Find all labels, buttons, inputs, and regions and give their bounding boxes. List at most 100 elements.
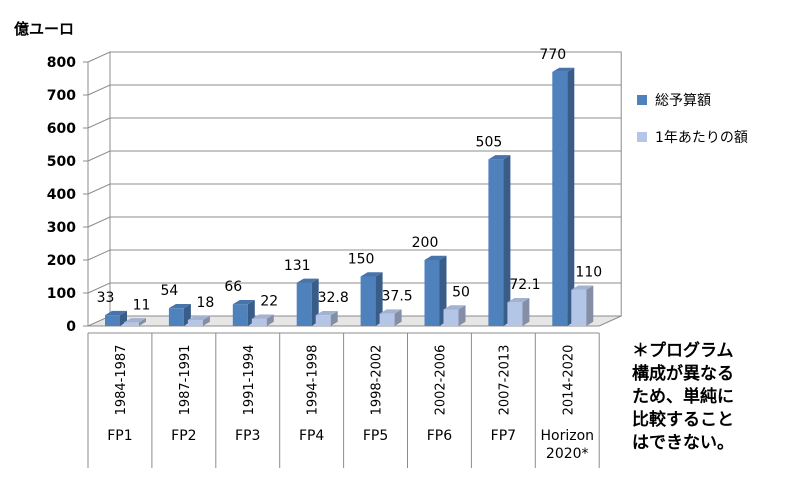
period-label: 1991-1994: [242, 345, 257, 416]
data-label: 33: [97, 290, 115, 306]
bar-total: [296, 282, 312, 326]
y-tick-label: 0: [66, 319, 76, 335]
program-label: FP7: [491, 428, 516, 444]
bar-side: [503, 155, 511, 326]
y-tick-label: 400: [47, 187, 76, 203]
footnote-line: 構成が異なる: [632, 364, 734, 384]
footnote-line: はできない。: [632, 433, 734, 453]
bar-total: [488, 159, 504, 326]
period-label: 2014-2020: [561, 345, 576, 416]
bar-total: [232, 304, 248, 326]
program-label: FP6: [427, 428, 452, 444]
bar-top: [105, 310, 127, 316]
data-label: 54: [160, 283, 178, 299]
data-label: 150: [348, 252, 375, 268]
bar-side: [266, 314, 274, 326]
grid-line: [87, 51, 622, 63]
period-label: 2002-2006: [433, 345, 448, 416]
legend-swatch: [637, 95, 647, 105]
data-label: 110: [575, 265, 602, 281]
y-tick-label: 100: [47, 286, 76, 302]
bar-annual: [443, 309, 459, 326]
bar-side: [139, 318, 146, 326]
floor: [87, 315, 622, 327]
bar-annual: [124, 322, 139, 326]
y-tick-label: 800: [47, 55, 76, 71]
program-label: FP1: [107, 428, 132, 444]
bars: [105, 67, 594, 327]
grid-line: [87, 117, 622, 129]
data-label: 32.8: [318, 290, 349, 306]
legend-swatch: [637, 132, 647, 142]
bar-top: [251, 314, 274, 319]
bar-top: [379, 309, 402, 314]
bar-total: [105, 315, 120, 326]
bar-top: [552, 67, 575, 72]
y-tick-label: 500: [47, 154, 76, 170]
program-label: FP5: [363, 428, 388, 444]
footnote-line: 比較すること: [632, 410, 734, 430]
grid-line: [87, 282, 622, 294]
bar-top: [168, 303, 191, 309]
bar-side: [586, 285, 594, 326]
bar-annual: [379, 313, 395, 326]
period-label: 1994-1998: [306, 345, 321, 416]
bar-side: [311, 278, 319, 326]
bar-side: [439, 255, 447, 326]
y-axis: 0 100 200 300 400 500 600 700 800: [47, 55, 88, 335]
bar-annual: [507, 302, 523, 326]
data-label: 200: [412, 235, 439, 251]
y-tick-label: 700: [47, 88, 76, 104]
data-label: 22: [260, 294, 278, 310]
footnote-line: ＊プログラム: [632, 341, 734, 361]
bar-side: [522, 298, 530, 326]
data-label: 770: [539, 47, 566, 63]
period-label: 2007-2013: [497, 345, 512, 416]
data-label: 37.5: [382, 289, 413, 305]
bar-top: [360, 272, 383, 277]
bar-side: [202, 315, 210, 326]
bar-top: [488, 155, 511, 160]
period-label: 1987-1991: [178, 345, 193, 416]
bar-total: [424, 260, 440, 326]
period-label: 1998-2002: [370, 345, 385, 416]
grid-line: [87, 150, 622, 162]
data-label: 66: [224, 279, 242, 295]
data-label: 131: [284, 258, 311, 274]
program-label: 2020*: [546, 446, 589, 462]
bar-total: [168, 308, 184, 326]
legend-label: 1年あたりの額: [655, 130, 748, 146]
program-label: FP2: [171, 428, 196, 444]
data-label: 11: [133, 297, 151, 313]
program-label: FP3: [235, 428, 260, 444]
bar-annual: [187, 320, 203, 326]
bar-side: [330, 310, 338, 326]
data-label: 50: [452, 285, 470, 301]
unit-label: 億ユーロ: [14, 20, 74, 38]
bar-side: [375, 272, 383, 326]
bar-annual: [251, 318, 267, 326]
y-tick-label: 600: [47, 121, 76, 137]
bar-top: [424, 255, 447, 260]
data-labels: 33 11 54 18 66 22 131 32.8 150 37.5 200 50 505 72.1 77…: [97, 47, 603, 313]
data-label: 72.1: [509, 277, 540, 293]
bar-top: [507, 298, 530, 303]
legend-label: 総予算額: [655, 93, 711, 109]
footnote-line: ため、単純に: [632, 387, 734, 407]
grid-lines: [87, 51, 622, 294]
footnote: ＊プログラム 構成が異なる ため、単純に 比較すること はできない。: [632, 340, 792, 455]
bar-annual: [315, 315, 331, 326]
period-label: 1984-1987: [114, 345, 129, 416]
bar-total: [360, 276, 376, 326]
bar-top: [124, 318, 146, 323]
bar-side: [458, 305, 466, 326]
program-label: Horizon: [540, 428, 594, 444]
bar-top: [187, 315, 210, 321]
legend: 総予算額 1年あたりの額: [637, 93, 748, 146]
bar-top: [296, 278, 319, 283]
x-axis: 1984-1987 FP1 1987-1991 FP2 1991-1994 FP3 1994…: [87, 332, 600, 468]
program-label: FP4: [299, 428, 324, 444]
data-label: 505: [476, 134, 503, 150]
y-tick-label: 300: [47, 220, 76, 236]
